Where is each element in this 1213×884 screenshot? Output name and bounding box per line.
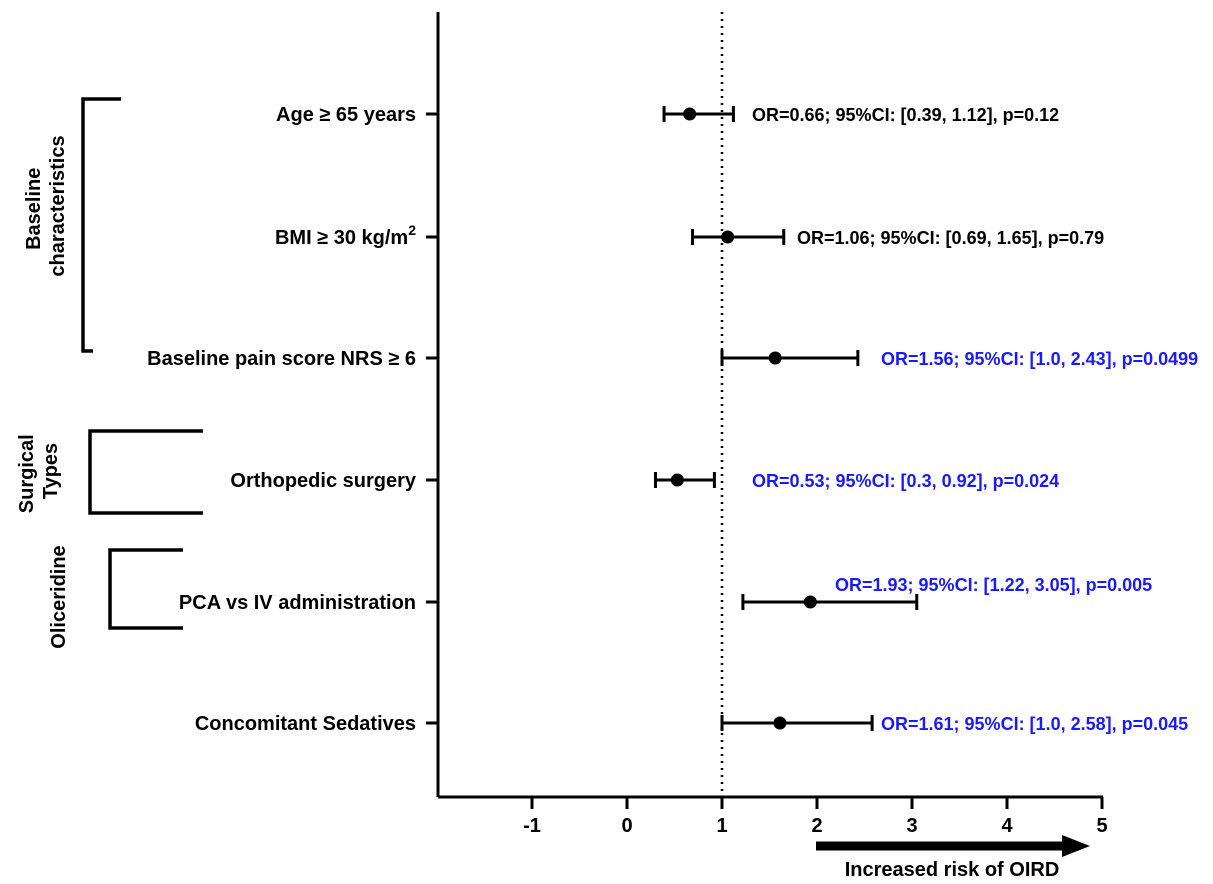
row-label: Age ≥ 65 years (276, 104, 416, 126)
x-tick-label: 2 (811, 815, 822, 837)
or-annotation: OR=1.56; 95%CI: [1.0, 2.43], p=0.0499 (881, 349, 1198, 369)
group-bracket-surgical (88, 429, 203, 515)
x-tick-label: 5 (1096, 815, 1107, 837)
or-point (670, 473, 684, 487)
or-annotation: OR=0.53; 95%CI: [0.3, 0.92], p=0.024 (752, 471, 1059, 491)
or-point (683, 107, 697, 121)
row-label: Orthopedic surgery (230, 470, 416, 492)
row-label: Baseline pain score NRS ≥ 6 (147, 348, 416, 370)
group-bracket-oliceridine (108, 548, 183, 630)
group-label-oliceridine: Oliceridine (48, 545, 70, 648)
x-tick-label: 1 (716, 815, 727, 837)
group-label-surgical: Surgical Types (16, 429, 62, 513)
or-annotation: OR=1.06; 95%CI: [0.69, 1.65], p=0.79 (797, 228, 1104, 248)
or-annotation: OR=0.66; 95%CI: [0.39, 1.12], p=0.12 (752, 105, 1059, 125)
or-point (773, 716, 787, 730)
or-point (768, 351, 782, 365)
x-axis-ticks: -1 0 1 2 3 4 5 (523, 797, 1108, 837)
row-label: BMI ≥ 30 kg/m2 (275, 222, 416, 249)
or-annotation: OR=1.61; 95%CI: [1.0, 2.58], p=0.045 (881, 714, 1188, 734)
x-tick-label: 0 (621, 815, 632, 837)
forest-rows: Age ≥ 65 years OR=0.66; 95%CI: [0.39, 1.1… (147, 104, 1198, 735)
arrow-label: Increased risk of OIRD (845, 859, 1060, 881)
or-point (803, 595, 817, 609)
group-bracket-baseline (81, 97, 121, 353)
group-label-baseline: Baseline characteristics (23, 135, 69, 276)
x-tick-label: -1 (523, 815, 541, 837)
or-annotation: OR=1.93; 95%CI: [1.22, 3.05], p=0.005 (835, 575, 1152, 595)
row-label: Concomitant Sedatives (195, 713, 416, 735)
risk-arrow-head (1062, 835, 1090, 857)
x-tick-label: 3 (906, 815, 917, 837)
x-tick-label: 4 (1001, 815, 1013, 837)
row-label: PCA vs IV administration (179, 592, 416, 614)
or-point (721, 230, 735, 244)
